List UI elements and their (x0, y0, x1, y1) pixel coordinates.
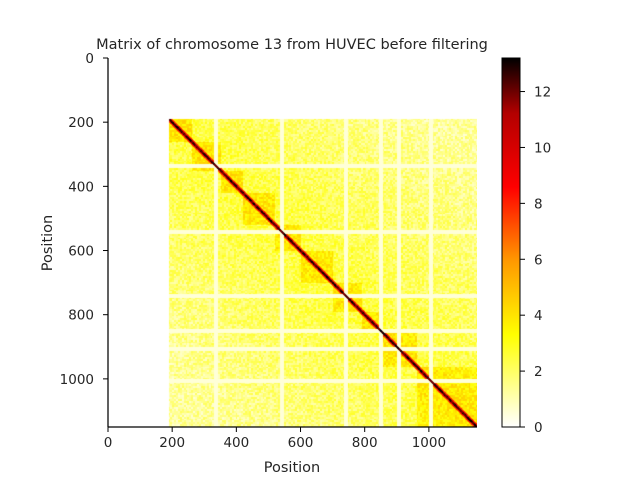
y-axis-label: Position (40, 215, 56, 271)
x-tick-label: 1000 (412, 435, 446, 451)
colorbar-tick-label: 12 (534, 85, 551, 101)
y-tick-label: 800 (68, 308, 94, 324)
x-tick-label: 200 (159, 435, 185, 451)
colorbar: 0 2 4 6 8 10 12 (501, 57, 551, 436)
colorbar-tick-label: 4 (534, 308, 543, 324)
axes: 0 200 400 600 800 1000 0 200 400 600 800 1000 (60, 51, 477, 451)
y-tick-label: 1000 (60, 372, 94, 388)
y-tick-label: 400 (68, 179, 94, 195)
colorbar-ticks: 0 2 4 6 8 10 12 (520, 85, 551, 436)
y-tick-label: 0 (85, 51, 94, 67)
y-tick-label: 200 (68, 115, 94, 131)
colorbar-tick-label: 8 (534, 196, 543, 212)
x-tick-label: 400 (223, 435, 249, 451)
y-tick-label: 600 (68, 244, 94, 260)
colorbar-gradient (502, 58, 520, 427)
colorbar-tick-label: 10 (534, 140, 551, 156)
x-axis-label: Position (264, 460, 320, 476)
colorbar-tick-label: 0 (534, 420, 543, 436)
colorbar-tick-label: 6 (534, 252, 543, 268)
colorbar-tick-label: 2 (534, 364, 543, 380)
heatmap-image (108, 58, 477, 427)
colorbar-frame (501, 57, 521, 428)
x-tick-label: 600 (288, 435, 314, 451)
chart-title: Matrix of chromosome 13 from HUVEC befor… (96, 37, 488, 53)
heatmap-area (108, 58, 477, 427)
x-tick-label: 800 (352, 435, 378, 451)
x-tick-label: 0 (104, 435, 113, 451)
